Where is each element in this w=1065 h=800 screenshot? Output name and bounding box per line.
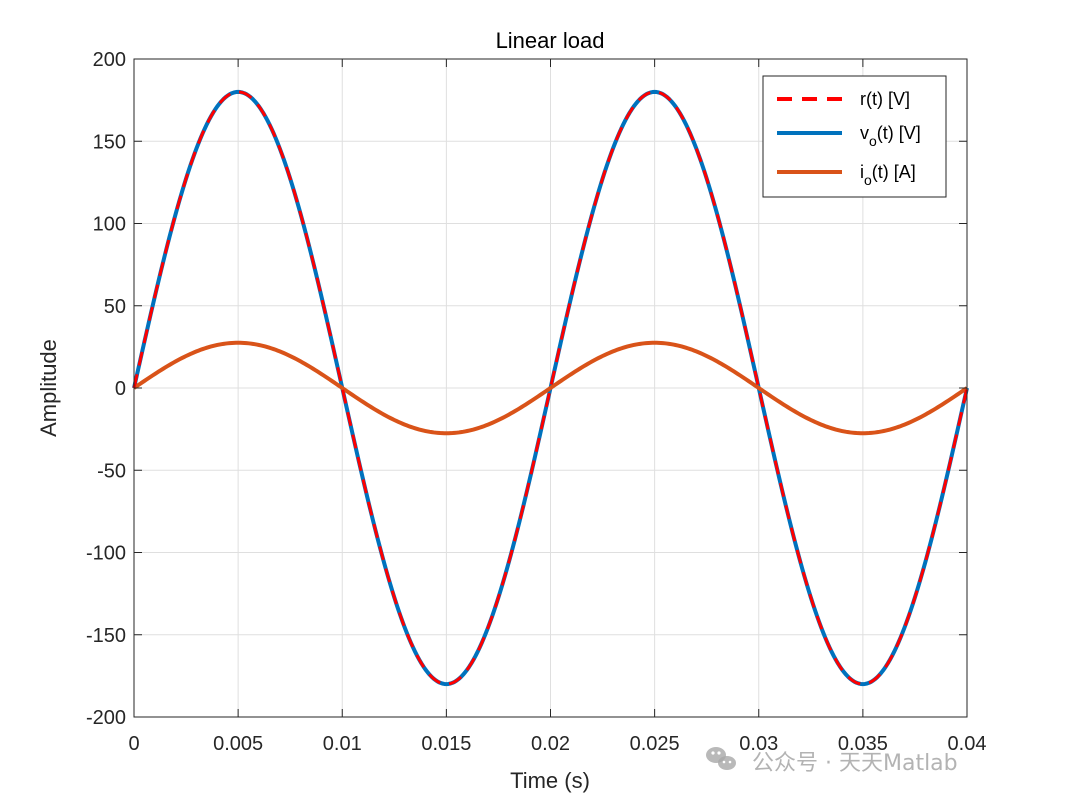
x-tick-label: 0.005 [213, 733, 263, 755]
legend-label-subscript: o [869, 133, 877, 149]
legend-label-1: vo(t) [V] [860, 123, 921, 149]
y-tick-label: 50 [104, 296, 126, 318]
series-line-2 [132, 340, 969, 436]
legend-label-base: i [860, 162, 864, 182]
watermark-text: 公众号 · 天天Matlab [752, 751, 958, 776]
wechat-icon [706, 747, 736, 770]
y-axis-label: Amplitude [36, 339, 61, 437]
x-tick-label: 0.035 [838, 733, 888, 755]
legend-label-0: r(t) [V] [860, 89, 910, 109]
axis-ticks [133, 58, 968, 718]
series-lines [132, 89, 969, 687]
legend: r(t) [V]vo(t) [V]io(t) [A] [762, 75, 947, 198]
y-tick-label: 150 [93, 131, 126, 153]
y-tick-label: 0 [115, 378, 126, 400]
x-tick-label: 0.02 [531, 733, 570, 755]
legend-label-rest: (t) [V] [877, 123, 921, 143]
y-tick-label: 100 [93, 214, 126, 236]
y-tick-label: 200 [93, 49, 126, 71]
watermark: 公众号 · 天天Matlab [706, 747, 958, 776]
x-tick-label: 0.01 [323, 733, 362, 755]
legend-label-rest: (t) [A] [872, 162, 916, 182]
legend-label-base: v [860, 123, 869, 143]
y-tick-labels: 200 150 100 50 0 -50 -100 -150 -200 [86, 49, 126, 729]
x-axis-label: Time (s) [510, 768, 590, 793]
x-tick-label: 0.015 [421, 733, 471, 755]
legend-box [762, 75, 947, 198]
y-tick-label: -200 [86, 707, 126, 729]
y-tick-label: -150 [86, 625, 126, 647]
x-tick-labels: 0 0.005 0.01 0.015 0.02 0.025 0.03 0.035 0.04 [128, 733, 986, 755]
x-tick-label: 0.025 [630, 733, 680, 755]
series-line-0 [132, 90, 969, 686]
legend-label-rest: (t) [V] [866, 89, 910, 109]
x-tick-label: 0.04 [948, 733, 987, 755]
legend-label-2: io(t) [A] [860, 162, 916, 188]
x-tick-label: 0.03 [739, 733, 778, 755]
y-tick-label: -50 [97, 460, 126, 482]
legend-label-subscript: o [864, 172, 872, 188]
y-tick-label: -100 [86, 543, 126, 565]
chart-title: Linear load [496, 28, 605, 53]
legend-label-base: r [860, 89, 866, 109]
x-tick-label: 0 [128, 733, 139, 755]
